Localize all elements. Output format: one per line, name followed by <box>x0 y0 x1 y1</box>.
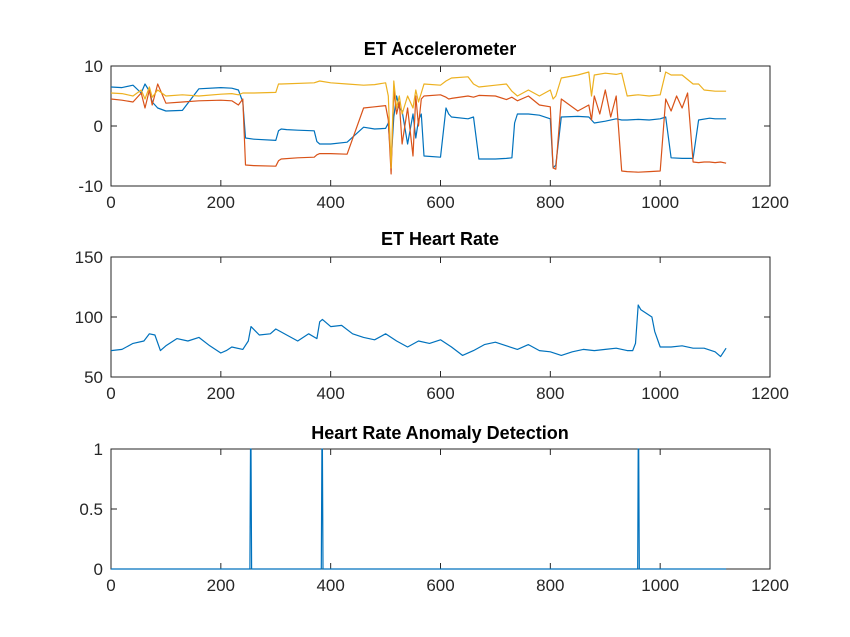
anomaly-x-tick-label: 0 <box>106 576 115 595</box>
heart-rate-series-line-1 <box>111 304 727 358</box>
anomaly-x-tick-label: 1000 <box>641 576 679 595</box>
anomaly-y-tick-label: 0.5 <box>79 500 103 519</box>
heart-rate-x-tick-label: 400 <box>316 384 344 403</box>
anomaly-x-tick-label: 600 <box>426 576 454 595</box>
anomaly-x-tick-label: 800 <box>536 576 564 595</box>
anomaly-series-line-1 <box>111 448 727 570</box>
anomaly-y-tick-label: 0 <box>94 560 103 579</box>
heart-rate-x-tick-label: 800 <box>536 384 564 403</box>
accelerometer-y-tick-label: -10 <box>78 177 103 196</box>
accelerometer-x-tick-label: 1000 <box>641 193 679 212</box>
anomaly-x-tick-label: 1200 <box>751 576 789 595</box>
heart-rate-y-tick-label: 100 <box>75 308 103 327</box>
accelerometer-x-tick-label: 800 <box>536 193 564 212</box>
accelerometer-x-tick-label: 600 <box>426 193 454 212</box>
accelerometer-series-line-3 <box>111 71 727 169</box>
accelerometer-x-tick-label: 1200 <box>751 193 789 212</box>
accelerometer-y-tick-label: 0 <box>94 117 103 136</box>
anomaly-x-tick-label: 400 <box>316 576 344 595</box>
anomaly-x-tick-label: 200 <box>207 576 235 595</box>
heart-rate-plot-area <box>110 256 771 378</box>
accelerometer-series-line-2 <box>111 83 727 175</box>
heart-rate-x-tick-label: 1200 <box>751 384 789 403</box>
heart-rate-y-tick-label: 150 <box>75 248 103 267</box>
accelerometer-y-tick-label: 10 <box>84 57 103 76</box>
anomaly-y-tick-label: 1 <box>94 440 103 459</box>
heart-rate-chart-title: ET Heart Rate <box>381 229 499 249</box>
accelerometer-chart-title: ET Accelerometer <box>364 39 516 59</box>
accelerometer-x-tick-label: 200 <box>207 193 235 212</box>
heart-rate-x-tick-label: 600 <box>426 384 454 403</box>
accelerometer-x-tick-label: 0 <box>106 193 115 212</box>
heart-rate-x-tick-label: 1000 <box>641 384 679 403</box>
accelerometer-chart: ET Accelerometer 0 200 400 600 800 1000 1200 -1… <box>78 39 788 212</box>
anomaly-detection-chart-title: Heart Rate Anomaly Detection <box>311 423 568 443</box>
anomaly-plot-area <box>110 448 771 570</box>
accelerometer-x-tick-label: 400 <box>316 193 344 212</box>
heart-rate-chart: ET Heart Rate 0 200 400 600 800 1000 1200 50 100… <box>75 229 789 403</box>
anomaly-detection-chart: Heart Rate Anomaly Detection 0 200 400 600 8… <box>79 423 789 595</box>
accelerometer-plot-area <box>110 65 771 187</box>
heart-rate-x-tick-label: 0 <box>106 384 115 403</box>
heart-rate-x-tick-label: 200 <box>207 384 235 403</box>
heart-rate-y-tick-label: 50 <box>84 368 103 387</box>
